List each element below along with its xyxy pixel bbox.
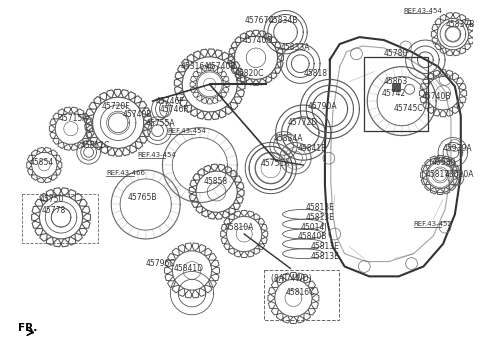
Bar — [22, 194, 98, 243]
Text: 45840B: 45840B — [297, 233, 327, 241]
Text: 45790A: 45790A — [307, 102, 337, 110]
Text: 45820C: 45820C — [234, 69, 264, 78]
Text: 45813E: 45813E — [305, 203, 334, 212]
Text: 45740B: 45740B — [421, 92, 451, 101]
Text: 45841D: 45841D — [173, 264, 204, 273]
Bar — [364, 57, 428, 131]
Text: 45720F: 45720F — [101, 102, 130, 110]
Text: 45796C: 45796C — [146, 259, 175, 268]
Text: (8AT 4WD): (8AT 4WD) — [271, 274, 312, 283]
Text: 45854: 45854 — [30, 158, 54, 167]
Text: 45780: 45780 — [384, 49, 408, 58]
Text: REF.43-454: REF.43-454 — [138, 152, 177, 158]
Text: REF.43-466: REF.43-466 — [107, 170, 145, 176]
Text: 45817: 45817 — [425, 170, 449, 179]
Text: 45750: 45750 — [39, 195, 64, 204]
Text: 45316A: 45316A — [180, 62, 210, 71]
Text: 45767C: 45767C — [244, 16, 274, 25]
Text: 45818: 45818 — [303, 69, 327, 78]
Text: 45837B: 45837B — [446, 20, 475, 29]
Text: 46530: 46530 — [431, 158, 456, 167]
Bar — [264, 270, 339, 320]
Text: 45751A: 45751A — [261, 158, 290, 168]
Text: FR.: FR. — [18, 322, 37, 333]
Text: 45813E: 45813E — [310, 242, 339, 251]
Text: 45765B: 45765B — [128, 193, 157, 202]
Text: 45014J: 45014J — [300, 223, 327, 232]
Text: 45834B: 45834B — [269, 16, 298, 25]
Text: 45810A: 45810A — [225, 223, 254, 232]
Text: REF.43-454: REF.43-454 — [168, 128, 206, 134]
Text: 45863: 45863 — [384, 77, 408, 86]
Text: 45833A: 45833A — [281, 44, 310, 52]
Text: REF.43-452: REF.43-452 — [414, 221, 452, 227]
Text: 45778: 45778 — [41, 206, 66, 215]
Text: 45858: 45858 — [204, 177, 228, 186]
Text: 45813E: 45813E — [305, 213, 334, 222]
Text: 45755A: 45755A — [146, 119, 175, 128]
Text: 45812C: 45812C — [81, 141, 110, 150]
Text: 43020A: 43020A — [445, 170, 475, 179]
Text: 45772D: 45772D — [288, 118, 318, 127]
Text: 45746R: 45746R — [159, 105, 189, 115]
Text: 45740B: 45740B — [123, 110, 153, 119]
Text: 45740B: 45740B — [207, 62, 236, 71]
Text: 45834A: 45834A — [274, 134, 303, 143]
Text: 45816C: 45816C — [286, 288, 315, 297]
Text: 45813E: 45813E — [310, 252, 339, 261]
Text: 45715A: 45715A — [59, 114, 89, 123]
Text: 45746F: 45746F — [156, 97, 184, 106]
Bar — [392, 83, 400, 91]
Text: 45745C: 45745C — [394, 105, 423, 114]
Text: REF.43-454: REF.43-454 — [404, 8, 443, 13]
Text: 45939A: 45939A — [443, 144, 473, 153]
Text: 45742: 45742 — [382, 89, 406, 98]
Text: 45740G: 45740G — [242, 36, 273, 45]
Text: 45841B: 45841B — [297, 144, 326, 153]
